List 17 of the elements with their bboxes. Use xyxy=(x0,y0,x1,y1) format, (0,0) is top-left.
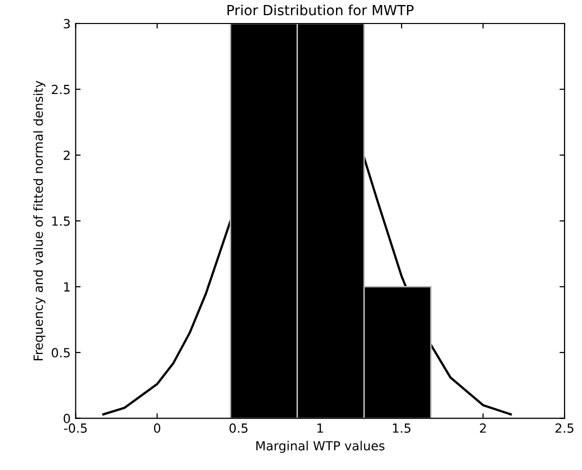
y-tick-label: 1.5 xyxy=(52,216,70,226)
y-axis-title: Frequency and value of fitted normal density xyxy=(33,80,46,360)
x-tick-label: 2 xyxy=(480,423,486,433)
y-tick-label: 1 xyxy=(64,282,70,292)
x-tick-label: 1 xyxy=(317,424,323,433)
x-tick-label: 1.5 xyxy=(393,424,410,433)
y-tick-label: 2.5 xyxy=(52,84,70,94)
y-tick-label: 0.5 xyxy=(52,348,70,358)
y-tick-label: 2 xyxy=(64,150,70,160)
chart-title: Prior Distribution for MWTP xyxy=(228,4,414,16)
x-axis-title: Marginal WTP values xyxy=(256,440,384,453)
x-tick-label: 2.5 xyxy=(556,423,574,433)
x-tick-label: -0.5 xyxy=(64,423,87,433)
x-tick-label: 0 xyxy=(154,423,160,433)
y-tick-label: 3 xyxy=(64,18,70,28)
y-tick-label: 0 xyxy=(64,414,70,424)
x-tick-label: 0.5 xyxy=(230,423,248,433)
